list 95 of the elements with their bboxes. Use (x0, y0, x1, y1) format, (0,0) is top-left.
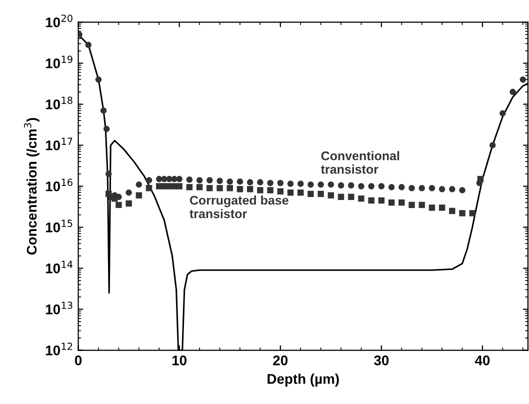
point (287, 180, 294, 187)
point (368, 197, 374, 204)
point (418, 202, 425, 208)
point (328, 192, 334, 198)
point (236, 186, 244, 192)
point (408, 202, 415, 208)
point (297, 189, 304, 196)
point (338, 194, 344, 200)
point (246, 186, 254, 192)
point (438, 186, 446, 192)
point (136, 181, 142, 188)
y-tick-label: 10$^{20}$ (46, 14, 72, 28)
point (257, 179, 264, 186)
point (348, 194, 354, 200)
point (318, 181, 324, 188)
y-tick-label: 10$^{14}$ (46, 260, 73, 274)
y-axis-title: Concentration (/cm$^{3}$) (24, 118, 40, 255)
point (378, 197, 385, 204)
point (388, 199, 395, 206)
point (146, 185, 152, 192)
point (95, 76, 102, 83)
point (438, 204, 446, 211)
point (398, 184, 405, 190)
y-tick-label: 10$^{17}$ (46, 138, 72, 150)
series-label: Conventional transistor (320, 151, 400, 174)
point (126, 189, 132, 196)
point (116, 202, 122, 208)
point (418, 185, 425, 192)
x-tick-label: 0 (74, 355, 82, 366)
point (428, 185, 436, 192)
point (100, 107, 107, 114)
point (186, 176, 193, 183)
point (226, 185, 233, 192)
point (358, 195, 364, 202)
point (520, 76, 526, 83)
point (206, 185, 213, 192)
point (257, 187, 264, 194)
point (459, 210, 466, 216)
point (510, 88, 516, 95)
y-tick-label: 10$^{12}$ (46, 342, 72, 356)
point (388, 184, 395, 190)
point (186, 184, 193, 190)
point (216, 178, 223, 184)
point (146, 177, 152, 184)
point (277, 180, 284, 186)
point (338, 182, 344, 188)
point (297, 180, 304, 187)
point (368, 183, 374, 190)
point (318, 190, 324, 198)
point (449, 186, 456, 192)
y-tick-label: 10$^{16}$ (46, 178, 72, 192)
y-tick-label: 10$^{13}$ (46, 302, 72, 314)
point (348, 182, 354, 188)
y-tick-label: 10$^{18}$ (46, 96, 72, 110)
point (103, 126, 110, 132)
x-tick-label: 30 (374, 355, 389, 366)
point (126, 200, 132, 207)
point (287, 189, 294, 196)
point (236, 178, 244, 185)
point (408, 185, 415, 192)
point (206, 177, 213, 184)
point (246, 179, 254, 186)
y-tick-label: 10$^{15}$ (46, 220, 72, 232)
point (328, 181, 334, 188)
point (85, 42, 92, 48)
point (176, 176, 182, 182)
x-tick-label: 10 (172, 355, 186, 366)
point (277, 188, 284, 194)
point (308, 181, 314, 188)
point (398, 199, 405, 206)
point (500, 110, 506, 116)
point (176, 183, 182, 190)
point (267, 180, 274, 186)
x-axis-title: Depth (µm) (268, 374, 339, 387)
point (358, 183, 364, 190)
point (196, 184, 203, 190)
series-label: Corrugated base transistor (190, 195, 288, 218)
point (308, 190, 314, 198)
point (226, 178, 233, 185)
y-tick-label: 10$^{19}$ (46, 56, 72, 68)
point (267, 187, 274, 194)
x-tick-label: 40 (474, 355, 490, 366)
point (489, 142, 496, 148)
point (469, 210, 476, 216)
x-tick-label: 20 (273, 355, 288, 366)
point (459, 187, 466, 194)
point (216, 185, 223, 192)
point (136, 192, 142, 198)
point (378, 183, 385, 190)
point (428, 204, 436, 211)
point (477, 176, 484, 182)
point (196, 177, 203, 184)
point (449, 208, 456, 214)
point (171, 176, 178, 182)
point (106, 170, 112, 178)
